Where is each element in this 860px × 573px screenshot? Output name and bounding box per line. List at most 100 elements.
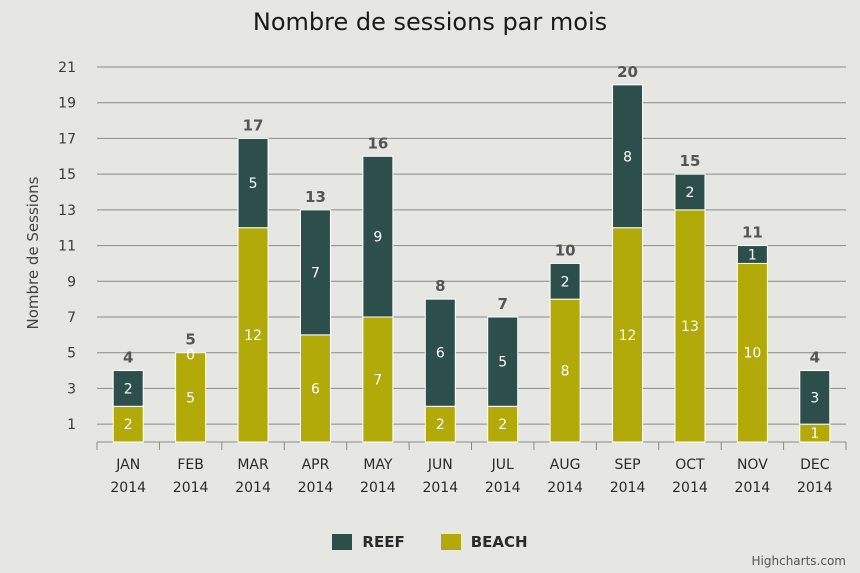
bar-beach[interactable] <box>175 352 207 443</box>
x-tick-label: 2014 <box>610 480 646 496</box>
bar-beach[interactable] <box>237 227 269 443</box>
legend: REEF BEACH <box>0 533 860 551</box>
data-label-reef: 9 <box>373 230 382 246</box>
stack-total-label: 10 <box>555 241 576 259</box>
stack-total-label: 11 <box>742 224 763 242</box>
data-label-reef: 3 <box>810 390 819 406</box>
bar-beach[interactable] <box>736 262 768 443</box>
y-tick-label: 19 <box>58 96 76 112</box>
x-tick-label: JUL <box>491 457 514 473</box>
bar-beach[interactable] <box>424 405 456 443</box>
y-tick-label: 9 <box>67 274 76 290</box>
x-tick-label: MAR <box>237 457 269 473</box>
bar-beach[interactable] <box>674 209 706 443</box>
data-label-beach: 6 <box>311 381 320 397</box>
data-label-beach: 13 <box>681 319 699 335</box>
data-label-reef: 1 <box>748 248 757 264</box>
x-tick-label: 2014 <box>797 480 833 496</box>
data-label-reef: 8 <box>623 149 632 165</box>
x-tick-label: SEP <box>614 457 640 473</box>
bar-beach[interactable] <box>612 227 644 443</box>
bar-beach[interactable] <box>549 298 581 443</box>
y-axis-label: Nombre de Sessions <box>24 176 42 329</box>
x-tick-label: 2014 <box>360 480 396 496</box>
y-tick-label: 17 <box>58 131 76 147</box>
data-label-beach: 2 <box>498 417 507 433</box>
bar-reef[interactable] <box>424 298 456 407</box>
legend-item-beach[interactable]: BEACH <box>440 533 528 551</box>
bar-reef[interactable] <box>799 370 831 425</box>
data-label-reef: 5 <box>498 355 507 371</box>
bar-reef[interactable] <box>112 370 144 407</box>
legend-swatch-beach <box>440 534 461 550</box>
data-label-reef: 2 <box>124 381 133 397</box>
x-tick-label: 2014 <box>298 480 334 496</box>
data-label-beach: 5 <box>186 390 195 406</box>
bar-reef[interactable] <box>736 245 768 264</box>
data-label-beach: 2 <box>124 417 133 433</box>
chart-title: Nombre de sessions par mois <box>252 8 608 36</box>
bar-reef[interactable] <box>549 262 581 300</box>
data-label-reef: 6 <box>436 346 445 362</box>
stack-total-label: 17 <box>243 116 264 134</box>
bar-reef[interactable] <box>674 173 706 211</box>
credits-link[interactable]: Highcharts.com <box>751 554 846 568</box>
x-tick-label: 2014 <box>422 480 458 496</box>
x-tick-label: OCT <box>675 457 705 473</box>
x-tick-label: JAN <box>115 457 140 473</box>
stack-total-label: 4 <box>810 349 820 367</box>
x-tick-label: FEB <box>177 457 204 473</box>
x-tick-label: APR <box>302 457 330 473</box>
y-tick-label: 3 <box>67 381 76 397</box>
bar-beach[interactable] <box>487 405 519 443</box>
stack-total-label: 7 <box>497 295 507 313</box>
y-tick-label: 7 <box>67 310 76 326</box>
y-tick-label: 13 <box>58 203 76 219</box>
x-tick-label: MAY <box>363 457 393 473</box>
data-label-reef: 0 <box>186 348 195 364</box>
bar-reef[interactable] <box>362 155 394 318</box>
bar-reef[interactable] <box>299 209 331 336</box>
data-label-beach: 12 <box>619 328 637 344</box>
x-tick-label: 2014 <box>672 480 708 496</box>
stack-total-label: 13 <box>305 188 326 206</box>
bar-reef[interactable] <box>237 137 269 229</box>
stack-total-label: 5 <box>185 331 195 349</box>
x-tick-label: 2014 <box>235 480 271 496</box>
data-label-reef: 2 <box>561 274 570 290</box>
legend-label-reef: REEF <box>362 533 405 551</box>
x-tick-label: AUG <box>550 457 581 473</box>
x-tick-label: NOV <box>737 457 768 473</box>
legend-swatch-reef <box>332 534 353 550</box>
data-label-beach: 7 <box>373 373 382 389</box>
x-tick-label: 2014 <box>547 480 583 496</box>
bar-beach[interactable] <box>362 316 394 443</box>
x-tick-label: 2014 <box>735 480 771 496</box>
stack-total-label: 8 <box>435 277 445 295</box>
bar-beach[interactable] <box>299 334 331 443</box>
legend-label-beach: BEACH <box>470 533 528 551</box>
x-tick-label: 2014 <box>110 480 146 496</box>
y-tick-label: 5 <box>67 346 76 362</box>
data-label-reef: 2 <box>685 185 694 201</box>
x-tick-label: 2014 <box>173 480 209 496</box>
y-tick-label: 11 <box>58 239 76 255</box>
y-tick-label: 15 <box>58 167 76 183</box>
x-axis: JAN 2014 FEB 2014 MAR 2014 APR 2014 MAY 2014 JUN 20… <box>96 442 847 496</box>
bar-beach[interactable] <box>112 405 144 443</box>
stack-total-label: 15 <box>680 152 701 170</box>
data-label-beach: 8 <box>561 364 570 380</box>
grid-lines <box>97 66 846 443</box>
data-label-reef: 7 <box>311 265 320 281</box>
legend-item-reef[interactable]: REEF <box>332 533 405 551</box>
data-label-reef: 5 <box>249 176 258 192</box>
x-tick-label: DEC <box>800 457 830 473</box>
bar-reef[interactable] <box>612 84 644 229</box>
data-label-beach: 2 <box>436 417 445 433</box>
stack-total-label: 16 <box>367 134 388 152</box>
bar-reef[interactable] <box>487 316 519 407</box>
y-tick-label: 1 <box>67 417 76 433</box>
